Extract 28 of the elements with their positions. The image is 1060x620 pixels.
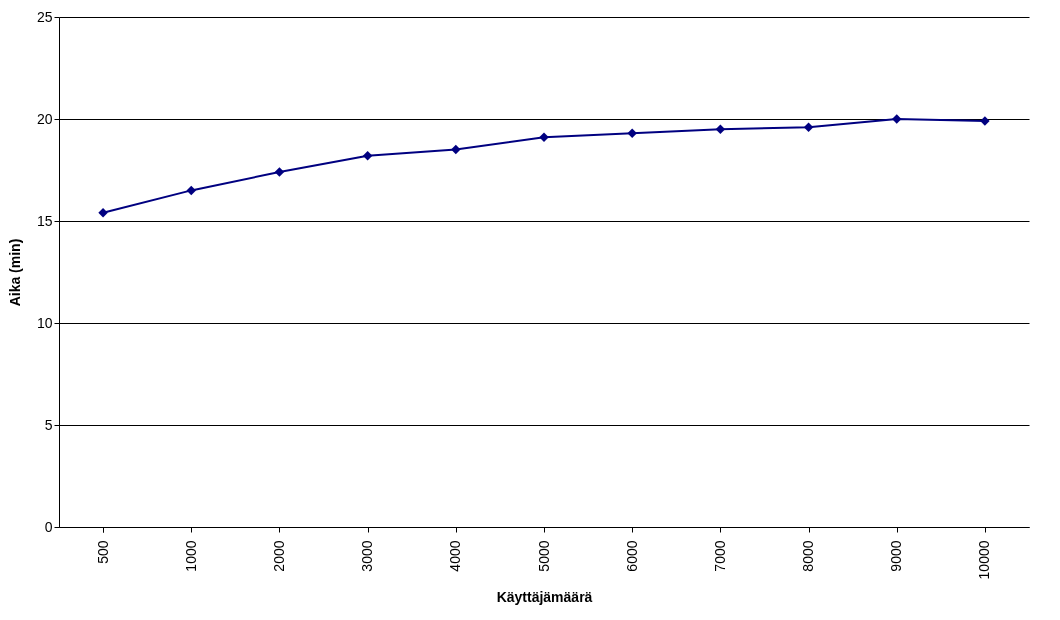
y-tick-label: 25 (36, 8, 53, 25)
x-tick-label: 10000 (976, 540, 993, 580)
x-tick-label: 5000 (535, 540, 552, 572)
point (362, 150, 373, 161)
y-tick-label: 20 (36, 110, 53, 127)
point (803, 122, 814, 132)
point (274, 167, 285, 177)
point (627, 128, 637, 139)
x-tick-label: 2000 (270, 540, 287, 572)
point (186, 185, 197, 196)
x-axis-title: Käyttäjämäärä (496, 589, 593, 606)
point (715, 124, 726, 134)
x-tick-label: 6000 (623, 540, 640, 572)
point (539, 132, 549, 143)
x-tick-label: 7000 (711, 540, 728, 572)
x-tick-label: 4000 (447, 540, 464, 572)
x-tick-label: 3000 (359, 540, 376, 572)
y-tick-label: 0 (44, 518, 53, 535)
x-tick-label: 8000 (800, 540, 817, 572)
y-tick-label: 15 (36, 212, 53, 229)
point (451, 144, 461, 155)
y-tick-label: 10 (36, 314, 53, 331)
x-tick-label: 9000 (888, 540, 905, 572)
x-tick-label: 500 (94, 540, 111, 564)
y-tick-label: 5 (44, 416, 53, 433)
y-axis-title: Aika (min) (6, 238, 23, 307)
x-tick-label: 1000 (182, 540, 199, 572)
point (891, 114, 902, 124)
